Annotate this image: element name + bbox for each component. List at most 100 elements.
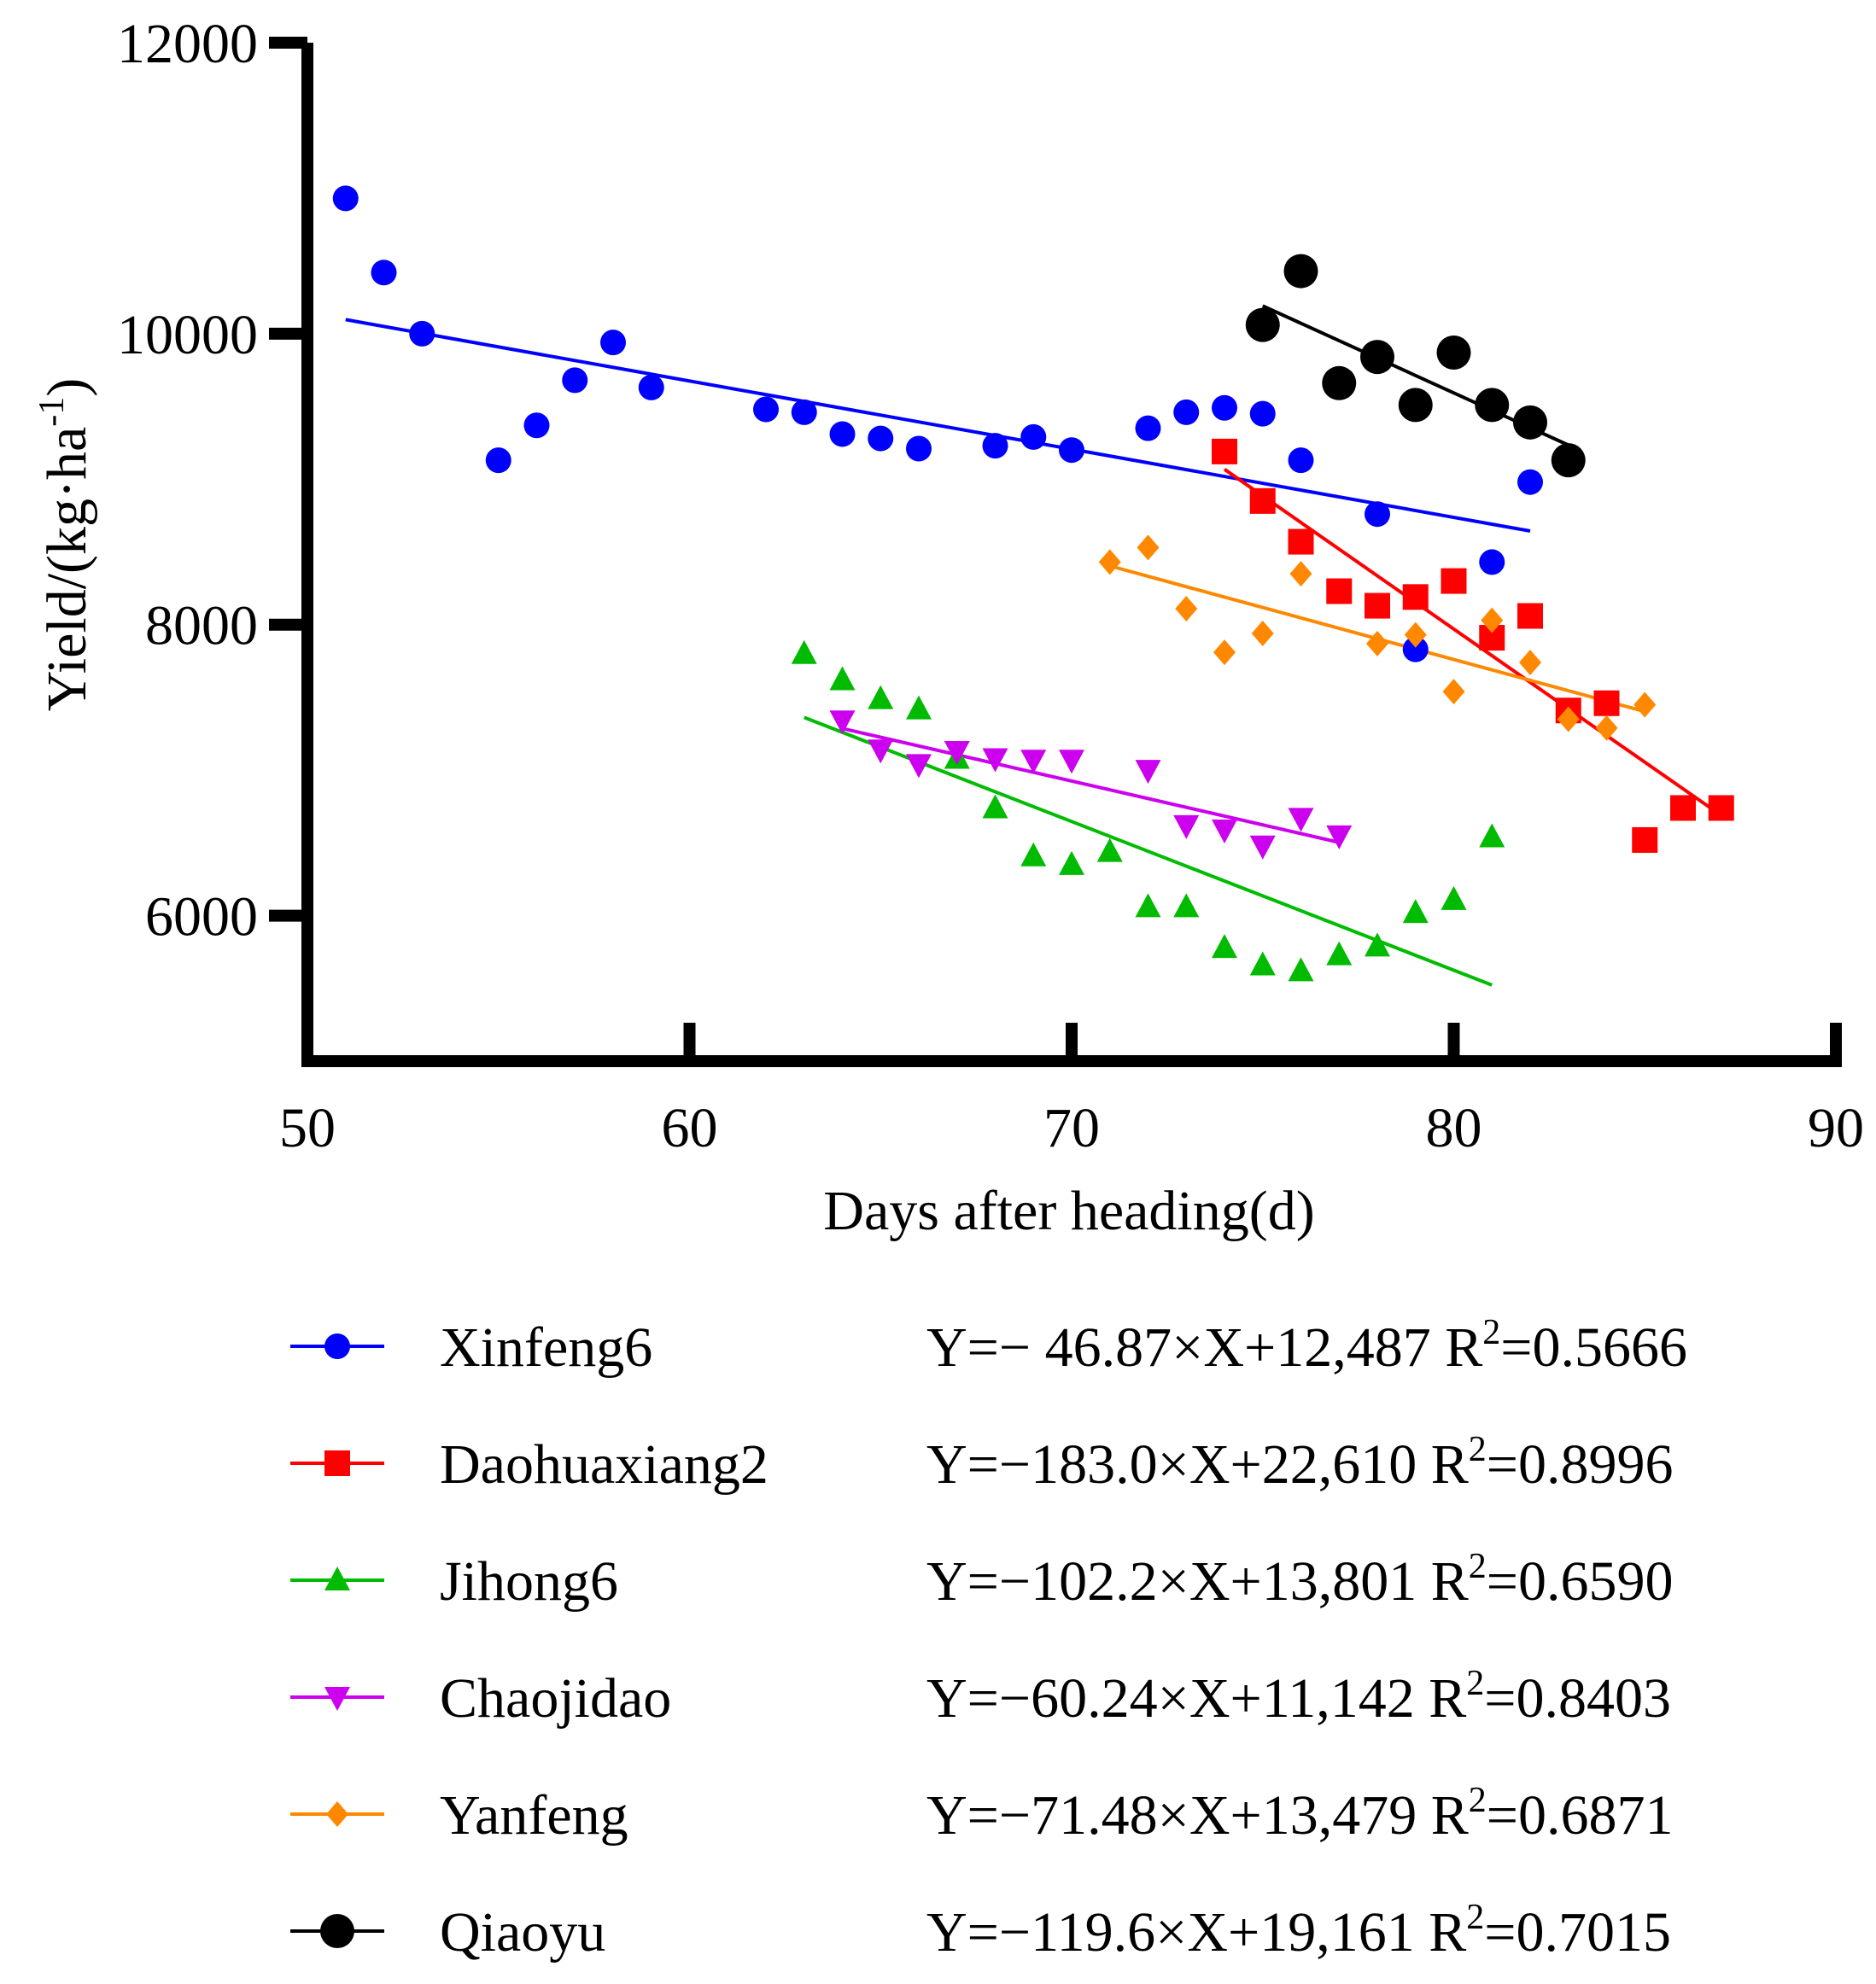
axes: 6000 8000 10000 12000 50 60 70 80 90: [117, 13, 1864, 1159]
data-point-yanfeng: [1481, 607, 1504, 633]
data-point-xinfeng6: [523, 412, 550, 439]
data-point-qiaoyu: [1322, 365, 1357, 400]
data-point-chaojidao: [1173, 814, 1200, 839]
data-point-qiaoyu: [1551, 443, 1586, 478]
y-tick-label: 8000: [145, 595, 258, 657]
r-squared-superscript: 2: [1482, 1313, 1500, 1352]
legend-item-xinfeng6: Xinfeng6 Y=− 46.87×X+12,487 R2=0.5666: [290, 1313, 1687, 1379]
y-axis-title-main: Yield/(kg·ha: [36, 427, 98, 712]
data-point-daohuaxiang2: [1288, 528, 1314, 555]
r-squared-superscript: 2: [1469, 1547, 1487, 1586]
data-point-yanfeng: [1595, 715, 1618, 741]
data-point-xinfeng6: [332, 185, 359, 212]
data-point-xinfeng6: [485, 447, 511, 474]
x-tick-label: 80: [1426, 1097, 1482, 1159]
data-point-yanfeng: [1519, 650, 1541, 676]
data-point-yanfeng: [1175, 595, 1198, 621]
data-point-xinfeng6: [562, 367, 588, 394]
r-squared-superscript: 2: [1466, 1664, 1484, 1703]
data-point-qiaoyu: [1436, 336, 1471, 371]
trend-line-daohuaxiang2: [1223, 468, 1722, 817]
equation-text: Y=−119.6×X+19,161 R: [926, 1901, 1466, 1964]
legend-label: Chaojidao: [440, 1667, 671, 1730]
equation-text: Y=−60.24×X+11,142 R: [926, 1667, 1466, 1730]
data-point-jihong6: [829, 666, 856, 691]
data-point-xinfeng6: [753, 396, 779, 423]
data-point-yanfeng: [1137, 534, 1160, 561]
trend-line-chaojidao: [842, 726, 1340, 844]
data-point-chaojidao: [944, 740, 970, 765]
data-point-daohuaxiang2: [1441, 568, 1467, 594]
r-squared-value: =0.7015: [1484, 1901, 1671, 1964]
data-point-xinfeng6: [1365, 501, 1390, 528]
data-point-jihong6: [1288, 957, 1314, 982]
legend-label: Xinfeng6: [440, 1316, 652, 1379]
data-point-xinfeng6: [868, 425, 894, 452]
data-point-daohuaxiang2: [1249, 487, 1276, 514]
data-point-xinfeng6: [982, 433, 1008, 459]
data-point-daohuaxiang2: [1365, 592, 1390, 619]
legend-marker: [324, 1687, 350, 1711]
legend-equation: Y=−71.48×X+13,479 R2=0.6871: [926, 1781, 1673, 1847]
data-point-jihong6: [982, 794, 1008, 819]
data-point-xinfeng6: [1249, 400, 1276, 427]
legend-equation: Y=− 46.87×X+12,487 R2=0.5666: [926, 1313, 1687, 1379]
x-axis-title: Days after heading(d): [823, 1180, 1314, 1242]
r-squared-superscript: 2: [1466, 1898, 1484, 1937]
data-point-yanfeng: [1098, 549, 1121, 575]
data-point-daohuaxiang2: [1402, 584, 1429, 610]
data-point-jihong6: [906, 695, 932, 720]
legend-label: Jihong6: [440, 1550, 618, 1613]
x-tick-label: 60: [662, 1097, 718, 1159]
trend-line-xinfeng6: [345, 318, 1531, 533]
data-point-xinfeng6: [1288, 447, 1314, 474]
data-point-chaojidao: [906, 754, 932, 779]
legend-item-daohuaxiang2: Daohuaxiang2 Y=−183.0×X+22,610 R2=0.8996: [290, 1430, 1673, 1496]
legend-equation: Y=−60.24×X+11,142 R2=0.8403: [926, 1664, 1671, 1730]
legend-label: Yanfeng: [440, 1784, 628, 1847]
y-tick-label: 12000: [117, 13, 258, 75]
data-point-xinfeng6: [1212, 394, 1237, 421]
equation-text: Y=−71.48×X+13,479 R: [926, 1784, 1469, 1847]
legend-equation: Y=−183.0×X+22,610 R2=0.8996: [926, 1430, 1673, 1496]
legend-marker: [324, 1450, 350, 1476]
data-point-xinfeng6: [791, 399, 817, 425]
r-squared-value: =0.8403: [1484, 1667, 1671, 1730]
data-point-chaojidao: [829, 710, 856, 735]
trend-line-jihong6: [804, 715, 1493, 987]
legend-item-qiaoyu: Qiaoyu Y=−119.6×X+19,161 R2=0.7015: [290, 1898, 1671, 1964]
x-tick-label: 70: [1043, 1097, 1100, 1159]
data-point-qiaoyu: [1245, 307, 1280, 342]
data-point-chaojidao: [1020, 750, 1047, 774]
data-point-jihong6: [868, 685, 894, 709]
data-point-jihong6: [1173, 893, 1200, 918]
data-point-xinfeng6: [638, 374, 664, 400]
data-point-qiaoyu: [1398, 388, 1433, 423]
data-point-jihong6: [1402, 899, 1429, 924]
legend-marker: [324, 1333, 350, 1359]
legend-item-jihong6: Jihong6 Y=−102.2×X+13,801 R2=0.6590: [290, 1547, 1673, 1613]
data-points: [332, 185, 1734, 982]
legend-label: Qiaoyu: [440, 1901, 605, 1964]
data-point-daohuaxiang2: [1212, 438, 1237, 464]
y-axis-title-close: ): [36, 378, 98, 397]
data-point-chaojidao: [982, 748, 1008, 773]
data-point-xinfeng6: [1517, 469, 1543, 495]
data-point-daohuaxiang2: [1593, 690, 1620, 716]
r-squared-value: =0.8996: [1487, 1433, 1674, 1496]
r-squared-value: =0.5666: [1500, 1316, 1687, 1379]
equation-text: Y=−102.2×X+13,801 R: [926, 1550, 1469, 1613]
data-point-jihong6: [1020, 842, 1047, 867]
data-point-jihong6: [1365, 932, 1390, 957]
legend-equation: Y=−102.2×X+13,801 R2=0.6590: [926, 1547, 1673, 1613]
y-axis-title: Yield/(kg·ha-1): [32, 378, 98, 712]
data-point-chaojidao: [1212, 820, 1237, 844]
equation-text: Y=− 46.87×X+12,487 R: [926, 1316, 1482, 1379]
data-point-xinfeng6: [371, 260, 397, 286]
data-point-chaojidao: [1326, 825, 1353, 849]
r-squared-value: =0.6871: [1487, 1784, 1674, 1847]
legend-marker: [320, 1914, 354, 1948]
data-point-yanfeng: [1404, 621, 1427, 648]
data-point-yanfeng: [1557, 706, 1580, 732]
data-point-chaojidao: [1249, 835, 1276, 860]
